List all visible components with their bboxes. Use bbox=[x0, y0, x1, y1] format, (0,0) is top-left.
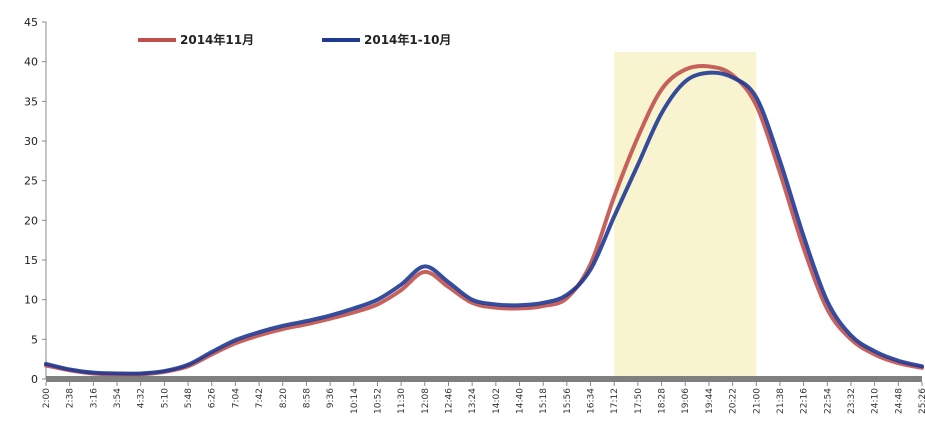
x-tick-label: 15:18 bbox=[539, 388, 549, 414]
x-tick-label: 19:06 bbox=[681, 388, 691, 414]
x-tick-label: 17:50 bbox=[634, 388, 644, 414]
x-tick-label: 5:48 bbox=[184, 388, 194, 408]
series-line-1 bbox=[44, 63, 924, 377]
y-tick-label: 40 bbox=[24, 56, 38, 69]
legend-label-2: 2014年1-10月 bbox=[364, 32, 451, 47]
x-tick-label: 4:32 bbox=[137, 388, 147, 408]
legend: 2014年11月 2014年1-10月 bbox=[138, 32, 451, 47]
x-tick-label: 6:26 bbox=[208, 388, 218, 408]
x-tick-label: 14:40 bbox=[516, 388, 526, 414]
x-tick-label: 3:54 bbox=[113, 388, 123, 408]
x-tick-label: 22:16 bbox=[800, 388, 810, 414]
y-tick-label: 0 bbox=[31, 373, 38, 386]
x-tick-label: 24:10 bbox=[871, 388, 881, 414]
y-tick-label: 10 bbox=[24, 294, 38, 307]
x-tick-label: 13:24 bbox=[468, 388, 478, 414]
x-tick-label: 23:32 bbox=[847, 388, 857, 414]
x-tick-label: 2:38 bbox=[66, 388, 76, 408]
x-tick-label: 2:00 bbox=[42, 388, 52, 408]
x-tick-label: 7:04 bbox=[231, 388, 241, 408]
x-tick-label: 16:34 bbox=[587, 388, 597, 414]
x-tick-label: 19:44 bbox=[705, 388, 715, 414]
x-tick-label: 18:28 bbox=[658, 388, 668, 414]
x-tick-label: 10:52 bbox=[373, 388, 383, 414]
y-tick-label: 35 bbox=[24, 95, 38, 108]
x-tick-label: 14:02 bbox=[492, 388, 502, 414]
x-tick-label: 17:12 bbox=[610, 388, 620, 414]
y-axis: 0 5 10 15 20 25 30 35 40 45 bbox=[24, 16, 47, 386]
x-tick-label: 5:10 bbox=[160, 388, 170, 408]
x-tick-label: 15:56 bbox=[563, 388, 573, 414]
x-tick-label: 9:36 bbox=[326, 388, 336, 408]
x-tick-label: 12:46 bbox=[444, 388, 454, 414]
x-tick-label: 7:42 bbox=[255, 388, 265, 408]
y-tick-label: 25 bbox=[24, 175, 38, 188]
y-tick-label: 15 bbox=[24, 254, 38, 267]
x-tick-label: 22:54 bbox=[823, 388, 833, 414]
x-tick-label: 10:14 bbox=[350, 388, 360, 414]
x-tick-label: 24:48 bbox=[894, 388, 904, 414]
x-tick-label: 8:20 bbox=[279, 388, 289, 408]
x-tick-label: 8:58 bbox=[302, 388, 312, 408]
x-tick-label: 21:00 bbox=[752, 388, 762, 414]
y-tick-label: 20 bbox=[24, 214, 38, 227]
y-tick-label: 5 bbox=[31, 333, 38, 346]
x-tick-label: 25:26 bbox=[918, 388, 925, 414]
legend-label-1: 2014年11月 bbox=[180, 32, 254, 47]
x-tick-label: 11:30 bbox=[397, 388, 407, 414]
y-tick-label: 30 bbox=[24, 135, 38, 148]
series-layer bbox=[44, 63, 924, 377]
y-tick-label: 45 bbox=[24, 16, 38, 29]
highlight-band bbox=[614, 52, 757, 379]
x-axis: 2:00 2:38 3:16 3:54 4:32 5:10 5:48 6:26 7:04 7:42… bbox=[42, 376, 925, 414]
x-tick-label: 3:16 bbox=[89, 388, 99, 408]
series-line-2 bbox=[44, 70, 924, 376]
x-tick-label: 12:08 bbox=[421, 388, 431, 414]
x-tick-label: 20:22 bbox=[729, 388, 739, 414]
x-tick-label: 21:38 bbox=[776, 388, 786, 414]
